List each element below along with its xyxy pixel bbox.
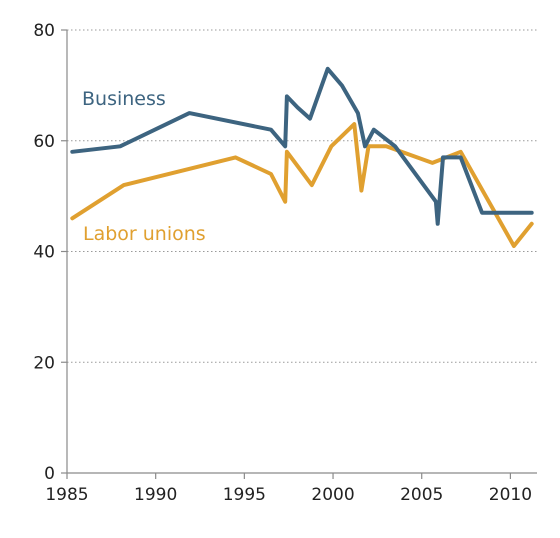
y-tick-label-80: 80 xyxy=(33,21,55,41)
gridlines xyxy=(67,29,537,363)
series-line-business xyxy=(70,66,534,226)
x-tick-label-1985: 1985 xyxy=(45,485,88,505)
tick-labels: 0 20 40 60 80 1985 1990 1995 2000 2005 2010 xyxy=(33,21,532,505)
x-tick-label-2005: 2005 xyxy=(400,485,443,505)
y-tick-label-40: 40 xyxy=(33,243,55,263)
x-tick-label-1990: 1990 xyxy=(134,485,177,505)
y-tick-label-0: 0 xyxy=(44,464,55,484)
series-lines xyxy=(70,66,534,248)
series-label-labor-unions: Labor unions xyxy=(83,223,206,245)
x-tick-label-2000: 2000 xyxy=(311,485,354,505)
y-tick-label-60: 60 xyxy=(33,132,55,152)
x-tick-label-2010: 2010 xyxy=(489,485,532,505)
series-label-business: Business xyxy=(82,88,166,110)
series-labels: Business Labor unions xyxy=(82,88,206,245)
axes xyxy=(61,29,537,479)
x-tick-label-1995: 1995 xyxy=(223,485,266,505)
y-tick-label-20: 20 xyxy=(33,353,55,373)
